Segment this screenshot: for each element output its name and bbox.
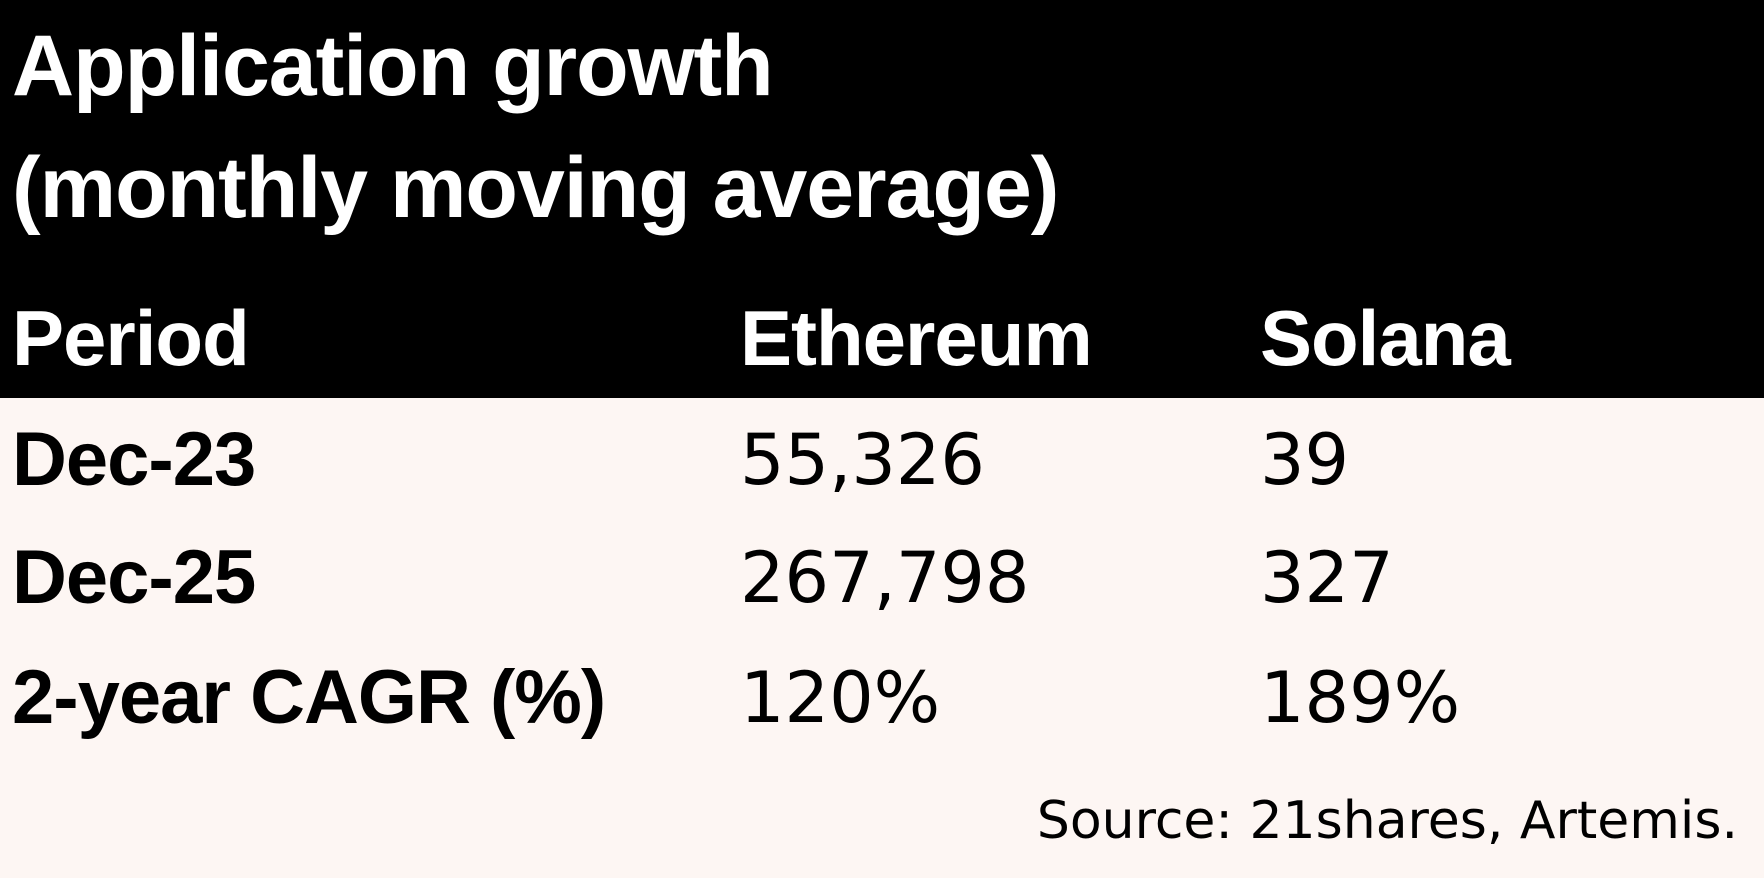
cell-solana-dec-23: 39 (1260, 419, 1350, 501)
column-header-solana: Solana (1260, 294, 1511, 382)
cell-ethereum-dec-25: 267,798 (740, 537, 1030, 619)
row-label-dec-23: Dec-23 (12, 417, 256, 502)
cell-solana-cagr: 189% (1260, 657, 1461, 739)
cell-ethereum-dec-23: 55,326 (740, 419, 985, 501)
cell-solana-dec-25: 327 (1260, 537, 1394, 619)
source-note: Source: 21shares, Artemis. (1036, 791, 1738, 851)
chart-title-line-2: (monthly moving average) (12, 140, 1059, 236)
row-label-cagr: 2-year CAGR (%) (12, 655, 606, 740)
column-header-period: Period (12, 294, 250, 382)
cell-ethereum-cagr: 120% (740, 657, 941, 739)
column-header-ethereum: Ethereum (740, 294, 1093, 382)
table-header-band: Application growth (monthly moving avera… (0, 0, 1764, 398)
chart-title-line-1: Application growth (12, 18, 774, 114)
row-label-dec-25: Dec-25 (12, 535, 256, 620)
